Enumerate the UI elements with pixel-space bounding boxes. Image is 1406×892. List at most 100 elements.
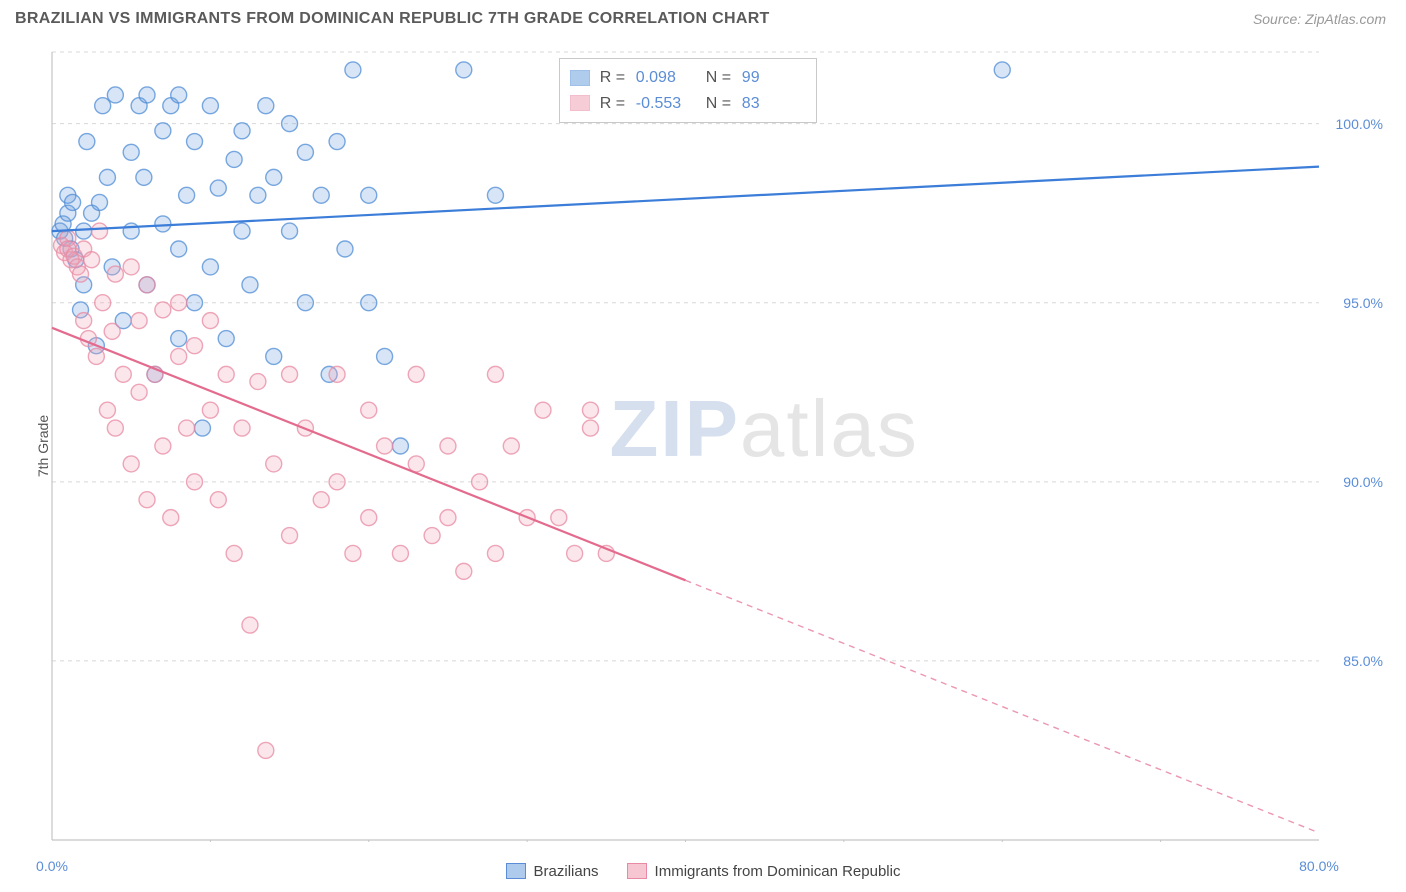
scatter-plot [50,50,1391,842]
data-point [187,295,203,311]
data-point [313,492,329,508]
data-point [123,144,139,160]
data-point [361,510,377,526]
data-point [107,87,123,103]
data-point [171,241,187,257]
data-point [104,323,120,339]
n-label: N = [706,65,732,91]
legend-item: Immigrants from Dominican Republic [627,863,901,880]
data-point [250,374,266,390]
y-tick-label: 95.0% [1343,295,1383,311]
data-point [187,338,203,354]
data-point [424,528,440,544]
data-point [582,402,598,418]
data-point [107,420,123,436]
data-point [408,366,424,382]
correlation-row: R = 0.098 N = 99 [570,65,802,91]
data-point [266,456,282,472]
r-label: R = [600,65,626,91]
data-point [994,62,1010,78]
data-point [88,348,104,364]
data-point [440,438,456,454]
data-point [487,187,503,203]
data-point [234,420,250,436]
data-point [131,313,147,329]
data-point [218,366,234,382]
n-value: 83 [742,91,802,117]
correlation-legend: R =0.098N =99R =-0.553N =83 [559,58,817,123]
data-point [282,366,298,382]
data-point [171,348,187,364]
data-point [131,384,147,400]
data-point [456,62,472,78]
data-point [202,313,218,329]
data-point [297,295,313,311]
data-point [440,510,456,526]
data-point [171,87,187,103]
legend-item: Brazilians [506,863,599,880]
data-point [73,266,89,282]
source-attribution: Source: ZipAtlas.com [1253,11,1386,27]
data-point [136,169,152,185]
r-value: 0.098 [636,65,696,91]
data-point [171,295,187,311]
data-point [258,98,274,114]
data-point [226,545,242,561]
data-point [535,402,551,418]
data-point [242,277,258,293]
y-tick-label: 85.0% [1343,653,1383,669]
data-point [377,438,393,454]
data-point [84,252,100,268]
data-point [202,98,218,114]
data-point [337,241,353,257]
data-point [202,259,218,275]
data-point [266,169,282,185]
data-point [329,366,345,382]
data-point [345,62,361,78]
data-point [567,545,583,561]
data-point [503,438,519,454]
data-point [551,510,567,526]
r-label: R = [600,91,626,117]
data-point [313,187,329,203]
data-point [345,545,361,561]
n-value: 99 [742,65,802,91]
data-point [76,313,92,329]
data-point [297,144,313,160]
data-point [266,348,282,364]
data-point [187,474,203,490]
data-point [392,545,408,561]
trend-line [52,167,1319,231]
data-point [179,420,195,436]
data-point [242,617,258,633]
data-point [79,134,95,150]
data-point [123,223,139,239]
data-point [123,456,139,472]
legend-swatch [506,863,526,879]
data-point [139,277,155,293]
data-point [123,259,139,275]
data-point [155,438,171,454]
data-point [155,216,171,232]
data-point [155,123,171,139]
data-point [329,474,345,490]
data-point [250,187,266,203]
data-point [210,180,226,196]
data-point [99,402,115,418]
data-point [361,402,377,418]
legend-swatch [570,70,590,86]
data-point [282,223,298,239]
data-point [487,545,503,561]
data-point [582,420,598,436]
data-point [487,366,503,382]
y-tick-label: 100.0% [1336,116,1383,132]
data-point [377,348,393,364]
trend-line-extrapolated [686,580,1320,833]
data-point [282,528,298,544]
data-point [361,295,377,311]
data-point [187,134,203,150]
data-point [194,420,210,436]
series-legend: Brazilians Immigrants from Dominican Repu… [0,863,1406,880]
chart-area: 85.0%90.0%95.0%100.0% 0.0%80.0% R =0.098… [50,50,1391,842]
legend-swatch [570,95,590,111]
